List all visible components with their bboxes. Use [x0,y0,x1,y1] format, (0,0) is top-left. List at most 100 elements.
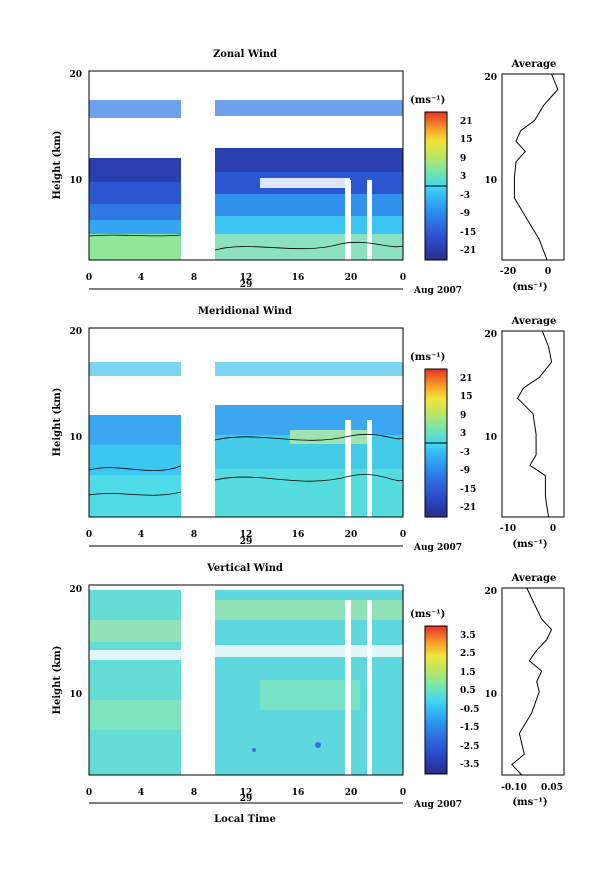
x-tick-label: 4 [138,273,144,283]
avg-x-tick-label: -20 [500,267,516,277]
panel-title: Zonal Wind [213,49,277,60]
colorbar-ticks: 21 15 9 3 -3 -9 -15 -21 [460,117,476,256]
x-tick-label: 0 [400,273,406,283]
y-tick-label: 20 [69,70,82,80]
colorbar-units: (ms⁻¹) [410,352,445,363]
colorbar-tick-label: 3 [460,172,466,182]
x-tick-label: 4 [138,788,144,798]
colorbar-tick-label: -9 [460,209,470,219]
x-tick-label: 12 [240,788,253,798]
plot-frame [88,327,404,518]
x-tick-label: 20 [345,788,358,798]
x-tick-label: 16 [292,788,305,798]
average-profile-line [516,330,553,518]
colorbar-tick-label: -3 [460,191,470,201]
avg-y-tick-label: 10 [484,690,497,700]
average-frame [501,587,565,776]
avg-units-label: (ms⁻¹) [512,539,547,550]
day-label: 29 [240,794,253,804]
colorbar-tick-label: 21 [460,374,473,384]
x-tick-labels: 0 4 8 12 16 20 0 [86,273,406,283]
x-tick-label: 0 [400,788,406,798]
avg-x-tick-label: 0.05 [541,783,563,793]
x-tick-label: 12 [240,530,253,540]
colorbar-tick-label: -2.5 [460,742,479,752]
colorbar-tick-label: -15 [460,485,476,495]
heatmap-image [89,590,403,775]
date-label: Aug 2007 [413,800,462,810]
colorbar-tick-label: -0.5 [460,705,479,715]
colorbar [424,625,448,775]
colorbar-tick-label: 9 [460,154,466,164]
average-title: Average [511,573,557,584]
y-tick-label: 20 [69,585,82,595]
colorbar-tick-label: 15 [460,135,473,145]
plot-frame [88,70,404,261]
colorbar-tick-label: -15 [460,228,476,238]
x-tick-labels: 0 4 8 12 16 20 0 [86,788,406,798]
date-label: Aug 2007 [413,543,462,553]
panel-title: Meridional Wind [198,306,292,317]
x-tick-label: 0 [86,273,92,283]
heatmap-image [88,362,404,517]
colorbar-tick-label: 2.5 [460,649,476,659]
avg-x-tick-label: 0 [550,524,556,534]
colorbar-tick-label: -3.5 [460,760,479,770]
x-tick-label: 8 [191,273,197,283]
colorbar-tick-label: 3.5 [460,631,476,641]
x-axis-label: Local Time [214,814,276,825]
colorbar-tick-label: 0.5 [460,686,476,696]
average-profile-line [513,73,559,261]
x-tick-label: 12 [240,273,253,283]
x-tick-label: 0 [86,530,92,540]
colorbar-ticks: 21 15 9 3 -3 -9 -15 -21 [460,374,476,513]
y-tick-label: 10 [69,690,82,700]
heatmap-image [88,100,404,260]
avg-x-tick-label: 0 [545,267,551,277]
x-tick-label: 16 [292,530,305,540]
y-tick-label: 10 [69,433,82,443]
x-tick-label: 8 [191,530,197,540]
colorbar-tick-label: 9 [460,411,466,421]
avg-y-tick-label: 20 [484,587,497,597]
average-title: Average [511,316,557,327]
colorbar-tick-label: 21 [460,117,473,127]
colorbar-tick-label: 1.5 [460,668,476,678]
y-axis-label: Height (km) [52,388,63,457]
x-tick-label: 16 [292,273,305,283]
x-tick-label: 0 [400,530,406,540]
y-tick-label: 10 [69,176,82,186]
colorbar-units: (ms⁻¹) [410,609,445,620]
y-axis-label: Height (km) [52,131,63,200]
average-title: Average [511,59,557,70]
panel-meridional: Meridional Wind 20 10 Height (km) 0 4 8 [52,306,565,553]
colorbar-tick-label: 3 [460,429,466,439]
x-tick-label: 20 [345,273,358,283]
colorbar-tick-label: -21 [460,503,476,513]
x-tick-label: 20 [345,530,358,540]
avg-units-label: (ms⁻¹) [512,282,547,293]
x-tick-label: 0 [86,788,92,798]
x-tick-labels: 0 4 8 12 16 20 0 [86,530,406,540]
day-label: 29 [240,537,253,547]
colorbar-tick-label: 15 [460,392,473,402]
colorbar-tick-label: -21 [460,246,476,256]
average-frame [501,73,565,261]
colorbar-tick-label: -1.5 [460,723,479,733]
colorbar-tick-label: -9 [460,466,470,476]
y-axis-label: Height (km) [52,646,63,715]
x-tick-label: 4 [138,530,144,540]
avg-y-tick-label: 10 [484,176,497,186]
y-tick-label: 20 [69,327,82,337]
average-frame [501,330,565,518]
avg-y-tick-label: 20 [484,73,497,83]
colorbar-ticks: 3.5 2.5 1.5 0.5 -0.5 -1.5 -2.5 -3.5 [460,631,479,770]
panel-title: Vertical Wind [206,563,283,574]
colorbar-tick-label: -3 [460,448,470,458]
average-profile-line [511,587,553,776]
avg-y-tick-label: 10 [484,433,497,443]
avg-y-tick-label: 20 [484,330,497,340]
colorbar-units: (ms⁻¹) [410,95,445,106]
day-label: 29 [240,280,253,290]
